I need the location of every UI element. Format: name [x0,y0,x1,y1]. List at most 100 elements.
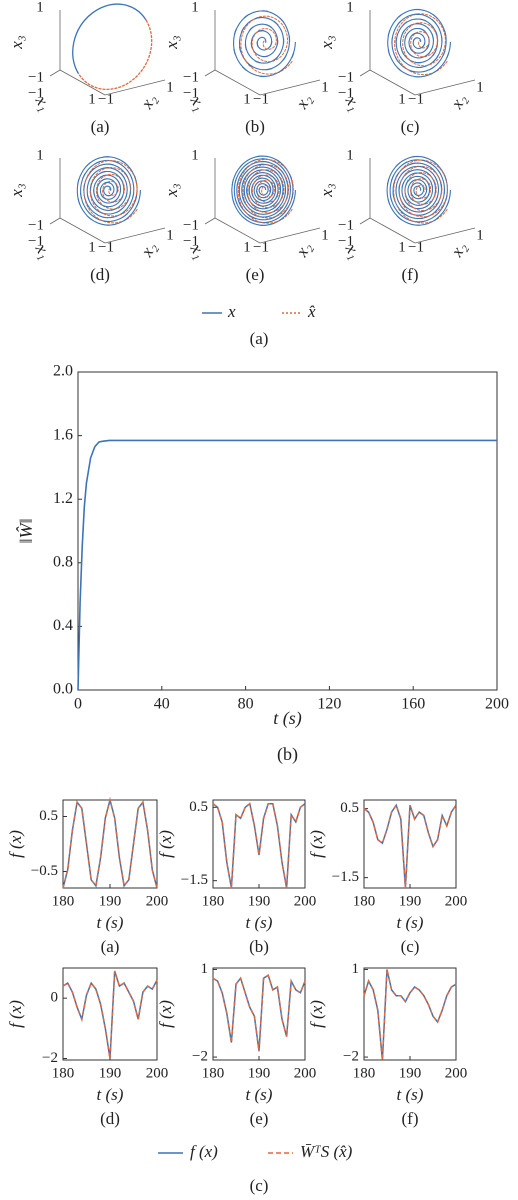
trajectory [240,15,293,75]
y-tick-label: 2.0 [53,363,73,380]
legend-label: f (x) [190,1142,218,1161]
tick-label: 1 [191,147,199,163]
plot-frame [62,799,158,889]
tick-label: 1 [243,91,251,107]
x-tick-label: 200 [294,1065,317,1081]
tick-label: −1 [28,85,44,101]
tick-label: 1 [166,227,174,243]
x-tick-label: 200 [146,1065,169,1081]
caption: (d) [100,1109,120,1128]
x-axis-label: t (s) [97,1085,124,1104]
x-tick-label: 0 [74,696,82,713]
axis-line [214,69,261,96]
x-tick-label: 180 [353,893,376,909]
caption: (b) [277,744,298,765]
y-axis-label: f (x) [156,830,175,858]
axis-line [414,227,476,244]
trajectory [76,156,141,226]
x-axis-label: t (s) [397,913,424,932]
data-line [62,797,158,889]
axis-line [214,217,261,244]
plot-frame [77,371,498,691]
panel-label: (a) [91,117,110,136]
y-tick-label: 1.2 [53,490,73,507]
tick-label: 1 [398,239,406,255]
y-tick-label: 0 [51,990,59,1006]
axis-line [204,217,216,225]
trajectory [386,155,450,226]
x-axis-label: t (s) [97,913,124,932]
x-axis-label: t (s) [273,708,302,729]
y-tick-label: −0.5 [31,863,58,879]
y-axis-label: ‖Ŵ‖ [15,518,36,543]
x-tick-label: 160 [401,696,425,713]
y-axis-label: f (x) [307,1000,326,1028]
axis-line [414,79,476,96]
axis-label: x₃ [317,183,336,198]
y-tick-label: 0.5 [189,799,208,815]
axis-line [49,69,61,77]
panel-label: (d) [90,265,110,284]
x-tick-label: 180 [202,1065,225,1081]
x-axis-label: t (s) [246,1085,273,1104]
axis-label: x₃ [162,35,181,50]
tick-label: −1 [408,239,424,255]
x-tick-label: 180 [52,1065,75,1081]
x-axis-label: t (s) [246,913,273,932]
y-tick-label: 0.8 [53,553,73,570]
x-tick-label: 190 [99,893,122,909]
trajectory [72,3,147,74]
axis-line [204,69,216,77]
x-tick-label: 190 [399,1065,422,1081]
y-tick-label: 0.4 [53,617,73,634]
tick-label: 1 [346,0,354,15]
axis-label: x₂ [447,91,471,113]
data-line [62,970,158,1059]
legend-label: x [227,302,236,321]
y-axis-label: f (x) [307,830,326,858]
axis-line [369,69,416,96]
y-axis-label: f (x) [6,1000,25,1028]
tick-label: 1 [166,79,174,95]
axis-line [359,69,371,77]
axis-line [49,217,61,225]
x-tick-label: 180 [202,893,225,909]
trajectory [231,155,295,226]
x-tick-label: 200 [294,893,317,909]
x-tick-label: 190 [248,1065,271,1081]
x-tick-label: 200 [445,1065,468,1081]
tick-label: 1 [36,147,44,163]
axis-line [104,227,166,244]
data-line [363,969,457,1061]
data-line [212,802,306,889]
axis-label: x₃ [7,183,26,198]
y-tick-label: −1.5 [181,872,208,888]
tick-label: −1 [253,91,269,107]
axis-label: x₂ [292,91,316,113]
trajectory [394,13,448,76]
y-tick-label: 1 [352,961,360,977]
panel-label: (c) [401,117,420,136]
caption: (c) [250,1176,269,1195]
tick-label: −1 [183,69,199,85]
y-tick-label: −2 [343,1049,359,1065]
caption: (c) [401,937,420,956]
tick-label: 1 [321,79,329,95]
axis-line [104,79,166,96]
caption: (e) [250,1109,269,1128]
tick-label: −1 [28,217,44,233]
tick-label: −1 [338,85,354,101]
axis-line [59,217,106,244]
y-tick-label: −2 [192,1049,208,1065]
tick-label: 1 [36,0,44,15]
trajectory [77,19,153,90]
caption: (a) [101,937,120,956]
tick-label: −1 [253,239,269,255]
axis-label: x₂ [292,239,316,261]
data-line [62,970,158,1059]
